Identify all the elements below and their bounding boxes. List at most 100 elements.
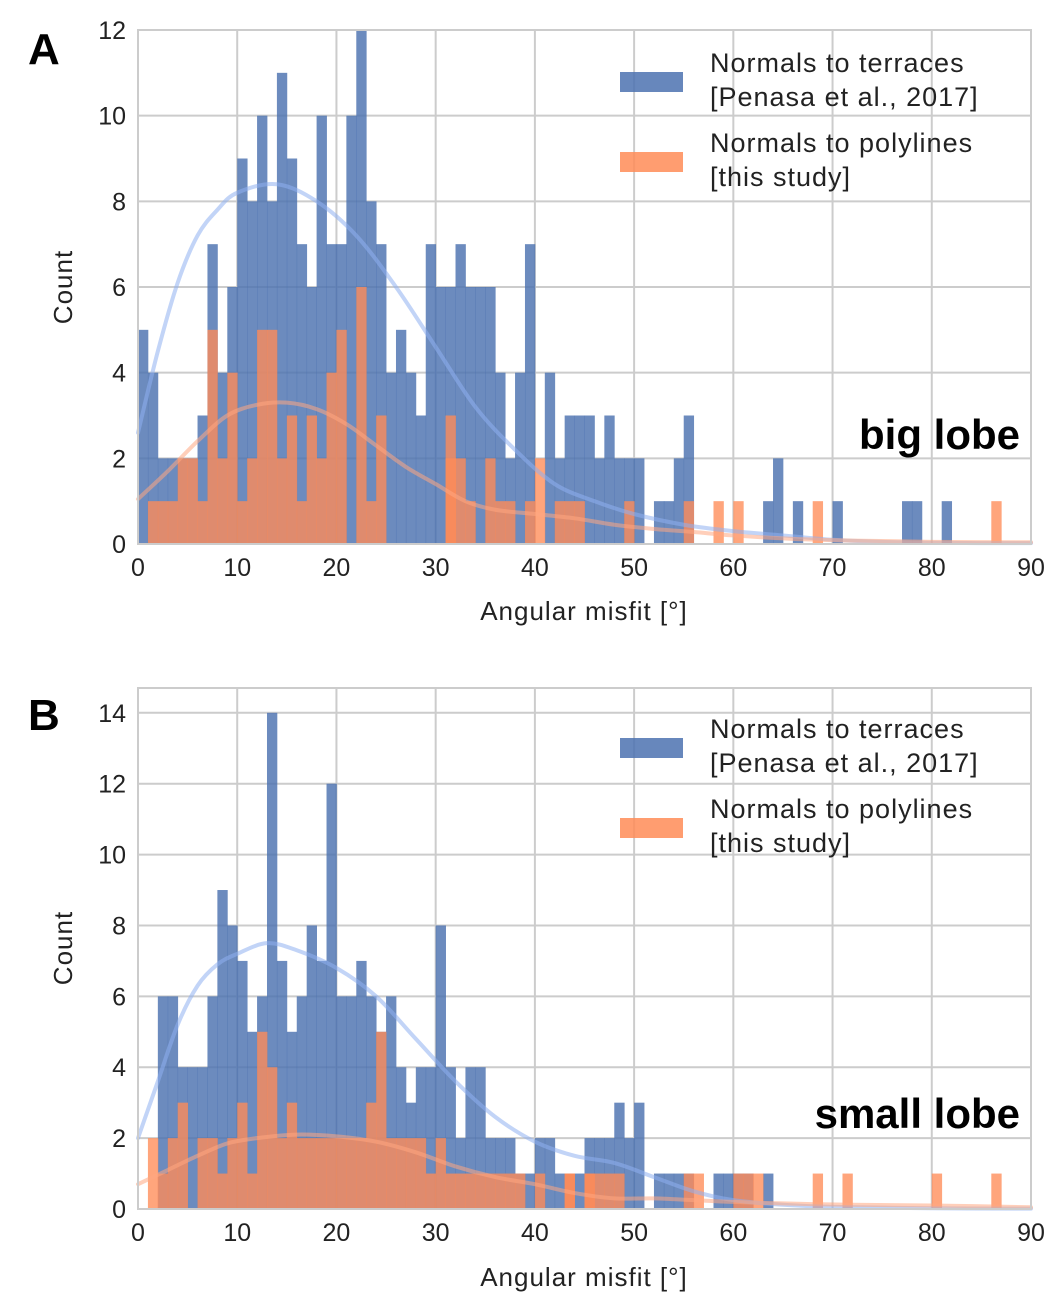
panel-b-y-tick-label: 4 bbox=[112, 1054, 126, 1082]
panel-b-bar-polylines bbox=[247, 1173, 258, 1209]
panel-b-x-tick-label: 90 bbox=[1017, 1219, 1045, 1247]
panel-b-y-tick-label: 8 bbox=[112, 912, 126, 940]
panel-b: B 0 10 20 30 40 50 60 70 80 90 0 2 4 6 8 10 12 14 Angula… bbox=[28, 687, 1045, 1292]
panel-b-bar-terraces bbox=[217, 890, 228, 1209]
panel-a-x-tick-label: 30 bbox=[422, 554, 450, 582]
panel-a-bar-polylines bbox=[356, 287, 367, 544]
panel-b-bar-terraces bbox=[614, 1102, 625, 1209]
panel-b-kde-line-polylines bbox=[136, 1132, 1033, 1210]
panel-a-bar-terraces bbox=[455, 244, 466, 544]
panel-b-bar-polylines bbox=[157, 1173, 169, 1209]
panel-b-bar-polylines bbox=[604, 1173, 615, 1209]
panel-b-bar-polylines bbox=[743, 1173, 754, 1209]
panel-a-bar-polylines bbox=[266, 329, 278, 544]
panel-a-bar-polylines bbox=[713, 501, 724, 544]
panel-a-bar-polylines bbox=[445, 458, 456, 544]
panel-a-bar-terraces bbox=[683, 415, 695, 544]
panel-a-bar-terraces bbox=[405, 372, 417, 544]
panel-b-legend-polylines-line1: Normals to polylines bbox=[710, 794, 973, 824]
panel-b-kde bbox=[136, 941, 1033, 1211]
panel-b-x-ticks: 0 10 20 30 40 50 60 70 80 90 bbox=[131, 1219, 1045, 1247]
panel-a-bar-polylines bbox=[227, 372, 238, 544]
panel-b-y-tick-label: 2 bbox=[112, 1125, 126, 1153]
panel-a-bar-terraces bbox=[296, 244, 308, 544]
panel-a: A 0 10 20 30 40 50 60 70 80 90 0 2 4 6 8 10 12 Angular … bbox=[28, 17, 1045, 626]
panel-b-legend-terraces-line1: Normals to terraces bbox=[710, 714, 965, 744]
panel-a-bar-terraces bbox=[515, 372, 526, 544]
panel-a-y-tick-label: 2 bbox=[112, 445, 126, 473]
panel-b-bar-polylines bbox=[336, 1138, 347, 1209]
panel-a-bar-polylines bbox=[991, 501, 1002, 544]
panel-b-bar-terraces bbox=[425, 1067, 437, 1209]
panel-a-bar-polylines bbox=[217, 458, 228, 544]
panel-b-bar-polylines bbox=[415, 1138, 427, 1209]
panel-b-y-tick-label: 0 bbox=[112, 1196, 126, 1224]
panel-a-bar-polylines bbox=[812, 501, 824, 544]
panel-b-bar-polylines bbox=[366, 1102, 377, 1209]
panel-b-bar-polylines bbox=[485, 1173, 496, 1209]
panel-b-y-tick-label: 14 bbox=[98, 700, 126, 728]
panel-b-bar-polylines bbox=[386, 1138, 397, 1209]
panel-a-bar-terraces bbox=[495, 372, 506, 544]
panel-b-bar-polylines bbox=[376, 1031, 387, 1209]
panel-a-bar-polylines bbox=[187, 458, 198, 544]
panel-a-bar-terraces bbox=[217, 372, 228, 544]
panel-b-bar-polylines bbox=[465, 1173, 476, 1209]
panel-b-x-tick-label: 50 bbox=[620, 1219, 648, 1247]
panel-a-bar-polylines bbox=[624, 501, 635, 544]
panel-b-bar-polylines bbox=[276, 1138, 288, 1209]
panel-b-bar-polylines bbox=[395, 1138, 407, 1209]
panel-b-bar-terraces bbox=[723, 1173, 734, 1209]
panel-a-bar-terraces bbox=[247, 201, 258, 545]
panel-a-y-tick-label: 4 bbox=[112, 360, 126, 388]
panel-a-bar-polylines bbox=[564, 501, 575, 544]
panel-a-bar-terraces bbox=[286, 158, 298, 544]
panel-a-bar-polylines bbox=[534, 458, 546, 544]
panel-a-bar-terraces bbox=[366, 201, 377, 545]
panel-b-bar-polylines bbox=[842, 1173, 853, 1209]
panel-a-bar-terraces bbox=[832, 501, 843, 544]
panel-a-bar-terraces bbox=[584, 415, 595, 544]
panel-b-bar-terraces bbox=[544, 1138, 556, 1209]
panel-b-x-tick-label: 80 bbox=[918, 1219, 946, 1247]
panel-a-bar-terraces bbox=[902, 501, 913, 544]
panel-a-bar-polylines bbox=[247, 458, 258, 544]
panel-b-x-tick-label: 10 bbox=[223, 1219, 251, 1247]
panel-a-x-tick-label: 20 bbox=[323, 554, 351, 582]
panel-b-bar-polylines bbox=[594, 1173, 605, 1209]
panel-b-bar-polylines bbox=[455, 1173, 466, 1209]
panel-a-bar-terraces bbox=[346, 115, 357, 545]
panel-b-bar-polylines bbox=[405, 1138, 417, 1209]
panel-b-bar-polylines bbox=[217, 1173, 228, 1209]
panel-b-y-tick-label: 12 bbox=[98, 771, 126, 799]
panel-b-bar-polylines bbox=[167, 1138, 179, 1209]
panel-a-bar-polylines bbox=[455, 458, 466, 544]
panel-a-bar-terraces bbox=[425, 244, 437, 544]
panel-a-bar-polylines bbox=[276, 458, 288, 544]
panel-b-bar-terraces bbox=[574, 1173, 585, 1209]
panel-a-bar-polylines bbox=[296, 501, 308, 544]
panel-b-x-tick-label: 20 bbox=[323, 1219, 351, 1247]
panel-b-bar-terraces bbox=[227, 925, 238, 1209]
panel-b-bar-polylines bbox=[812, 1173, 824, 1209]
panel-a-kde bbox=[136, 181, 1033, 546]
panel-b-y-axis-label: Count bbox=[48, 911, 78, 985]
panel-a-y-axis-label: Count bbox=[48, 250, 78, 324]
panel-a-legend-terraces-line2: [Penasa et al., 2017] bbox=[710, 82, 979, 112]
panel-a-x-tick-label: 80 bbox=[918, 554, 946, 582]
panel-b-x-axis-label: Angular misfit [°] bbox=[480, 1262, 688, 1292]
panel-a-bar-terraces bbox=[138, 329, 149, 544]
panel-a-bar-polylines bbox=[683, 501, 695, 544]
panel-a-bar-polylines bbox=[306, 415, 317, 544]
panel-b-bar-terraces bbox=[465, 1067, 476, 1209]
panel-a-bar-terraces bbox=[544, 372, 556, 544]
panel-a-y-tick-label: 8 bbox=[112, 188, 126, 216]
panel-b-bar-polylines bbox=[147, 1138, 159, 1209]
panel-a-bar-polylines bbox=[157, 501, 169, 544]
panel-b-y-ticks: 0 2 4 6 8 10 12 14 bbox=[98, 700, 126, 1224]
panel-a-x-ticks: 0 10 20 30 40 50 60 70 80 90 bbox=[131, 554, 1045, 582]
panel-a-bar-polylines bbox=[574, 501, 585, 544]
panel-a-bar-polylines bbox=[326, 372, 337, 544]
panel-a-bar-polylines bbox=[147, 501, 159, 544]
panel-a-legend-swatch-terraces bbox=[620, 72, 683, 92]
